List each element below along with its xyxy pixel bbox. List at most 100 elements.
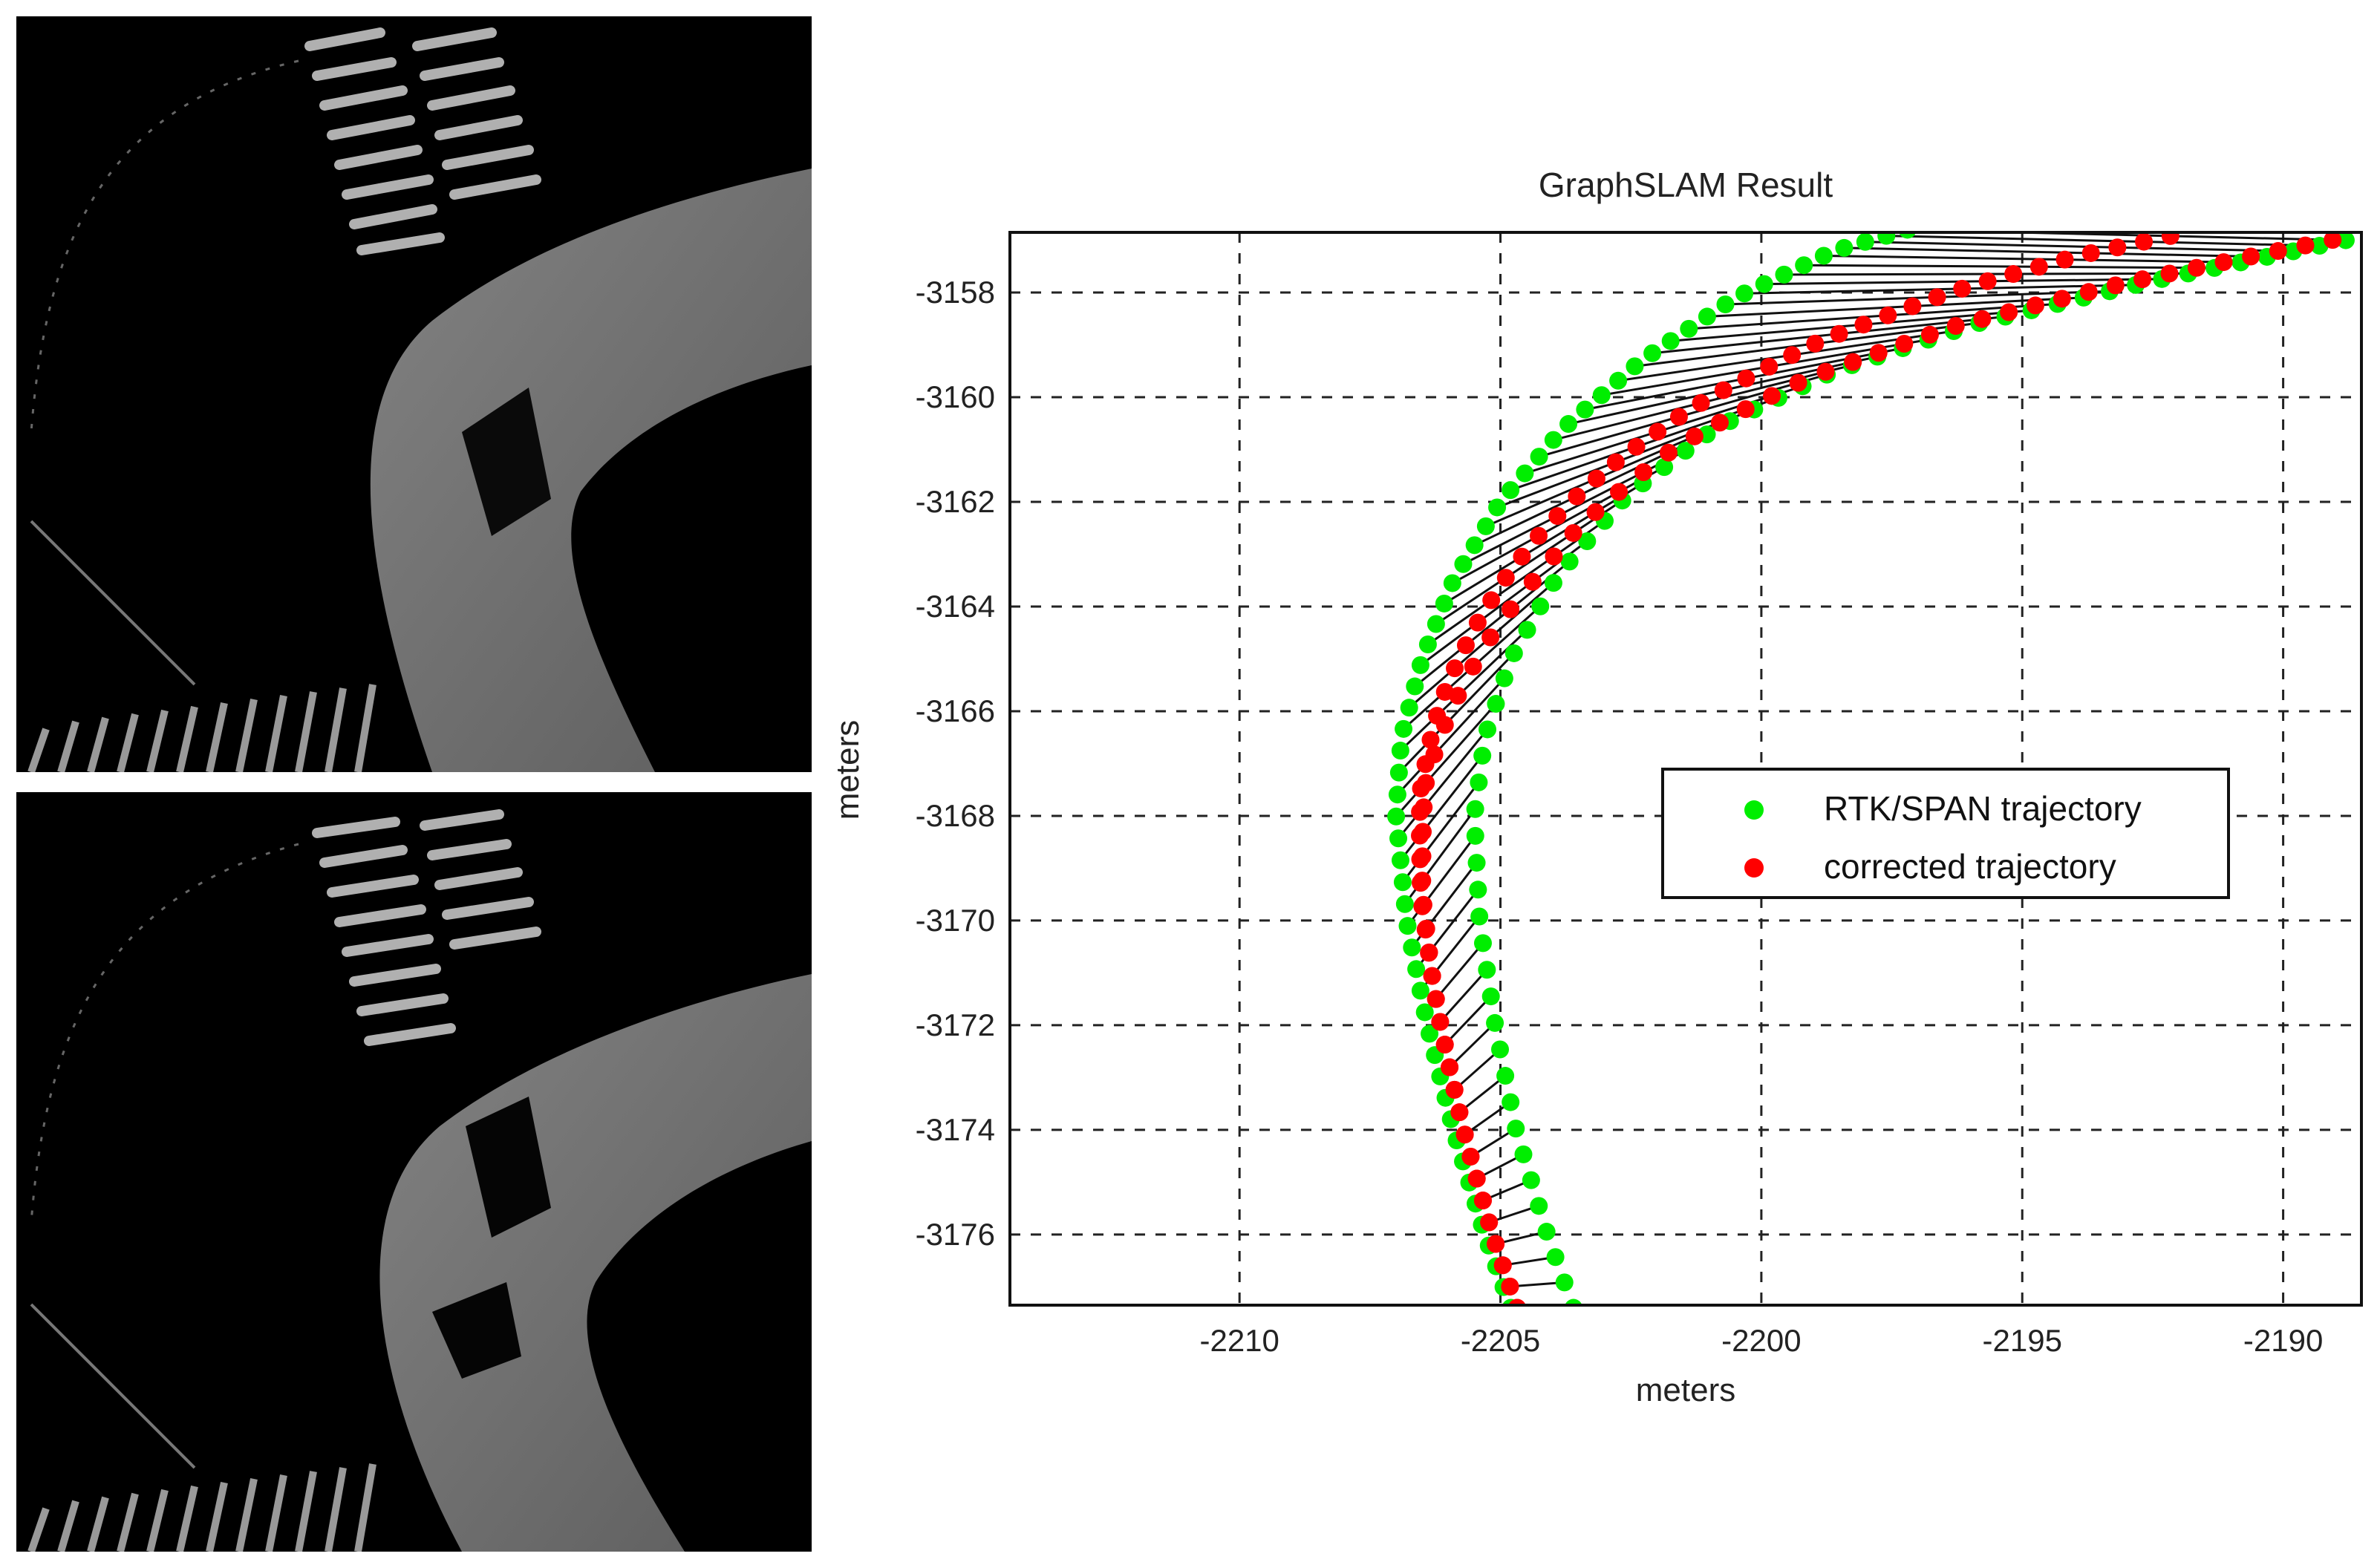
rtk-point (1661, 332, 1680, 350)
rtk-point (1795, 256, 1813, 275)
x-tick-label: -2205 (1460, 1323, 1541, 1358)
connector-line (1397, 728, 1489, 840)
corrected-point (1420, 943, 1438, 961)
rtk-point (1856, 232, 1874, 251)
rtk-point (1518, 621, 1536, 639)
corrected-point (2161, 232, 2180, 245)
corrected-point (1973, 310, 1992, 328)
connector-line (1886, 235, 2320, 247)
rtk-point (1403, 938, 1421, 957)
corrected-point (1473, 1192, 1492, 1210)
rtk-point (1899, 232, 1917, 239)
corrected-point (1816, 362, 1835, 381)
rtk-point (1398, 917, 1417, 935)
x-tick-label: -2200 (1721, 1323, 1802, 1358)
corrected-point (2269, 242, 2287, 261)
y-tick-label: -3166 (915, 693, 995, 728)
y-tick-label: -3172 (915, 1007, 995, 1042)
corrected-point (1783, 346, 1802, 365)
connector-line (1414, 561, 1571, 687)
rtk-point (1389, 763, 1408, 782)
connector-line (1398, 652, 1515, 774)
corrected-point (1710, 414, 1729, 432)
green-dot-icon (1744, 800, 1764, 820)
corrected-point (1487, 1235, 1505, 1253)
rtk-point (1530, 448, 1548, 466)
rtk-point (1473, 746, 1492, 765)
corrected-point (2135, 232, 2154, 251)
rtk-point (1495, 669, 1513, 687)
y-tick-label: -3162 (915, 484, 995, 519)
x-axis-label: meters (1635, 1372, 1736, 1408)
rtk-point (1592, 386, 1611, 405)
corrected-point (1413, 872, 1432, 890)
corrected-point (1685, 427, 1704, 445)
corrected-point (1736, 400, 1755, 419)
corrected-point (2026, 296, 2044, 315)
corrected-point (1564, 523, 1582, 542)
corrected-point (1659, 443, 1678, 462)
corrected-point (1806, 334, 1825, 353)
rtk-point (1395, 895, 1414, 913)
connector-line (1395, 703, 1497, 817)
corrected-point (2000, 303, 2018, 321)
connector-line (1496, 408, 1755, 509)
connector-line (1399, 754, 1484, 861)
rtk-point (1496, 1067, 1515, 1085)
rtk-point (1411, 981, 1429, 1000)
corrected-point (1879, 306, 1897, 324)
corrected-point (1627, 437, 1646, 456)
rtk-point (1559, 415, 1578, 434)
rtk-point (1421, 1025, 1439, 1043)
connector-line (1444, 482, 1644, 605)
corrected-point (2081, 244, 2100, 262)
rtk-point (2336, 232, 2355, 249)
rtk-point (1814, 246, 1833, 265)
corrected-point (1610, 483, 1628, 501)
corrected-point (2079, 283, 2098, 301)
plot-frame (1008, 231, 2363, 1307)
corrected-point (1523, 572, 1542, 591)
connector-line (1706, 296, 2084, 318)
corrected-point (1508, 1298, 1526, 1305)
rtk-point (1626, 357, 1644, 376)
corrected-point (1480, 1213, 1499, 1232)
connector-line (1844, 246, 2267, 258)
rtk-point (1467, 854, 1486, 872)
corrected-point (1586, 503, 1605, 521)
rtk-point (1481, 987, 1500, 1006)
rtk-point (1389, 829, 1408, 848)
corrected-point (1441, 1058, 1459, 1076)
rtk-point (1507, 1120, 1525, 1138)
rtk-point (1576, 400, 1594, 419)
rtk-point (1775, 265, 1793, 284)
corrected-point (1789, 373, 1807, 392)
corrected-point (2133, 270, 2152, 289)
rtk-point (1469, 880, 1487, 899)
corrected-point (1468, 613, 1487, 632)
rtk-point (1578, 532, 1597, 550)
legend: RTK/SPAN trajectory corrected trajectory (1661, 768, 2230, 899)
rtk-point (1465, 536, 1484, 555)
rtk-point (1680, 319, 1698, 338)
rtk-point (1470, 773, 1488, 791)
corrected-point (1421, 731, 1440, 749)
corrected-point (1414, 895, 1432, 914)
corrected-point (1464, 657, 1482, 676)
corrected-point (1737, 369, 1755, 388)
corrected-point (1413, 823, 1432, 841)
rtk-point (1537, 1223, 1556, 1241)
corrected-point (1714, 381, 1732, 399)
connector-line (1652, 316, 2006, 355)
corrected-point (1417, 919, 1435, 938)
x-tick-label: -2190 (2243, 1323, 2324, 1358)
corrected-point (1530, 526, 1548, 545)
red-dot-icon (1744, 858, 1764, 878)
corrected-point (1482, 591, 1501, 610)
rtk-point (1400, 699, 1418, 717)
rtk-point (1502, 481, 1520, 500)
corrected-point (1548, 507, 1567, 526)
rtk-point (1544, 574, 1562, 592)
corrected-point (1417, 774, 1435, 792)
